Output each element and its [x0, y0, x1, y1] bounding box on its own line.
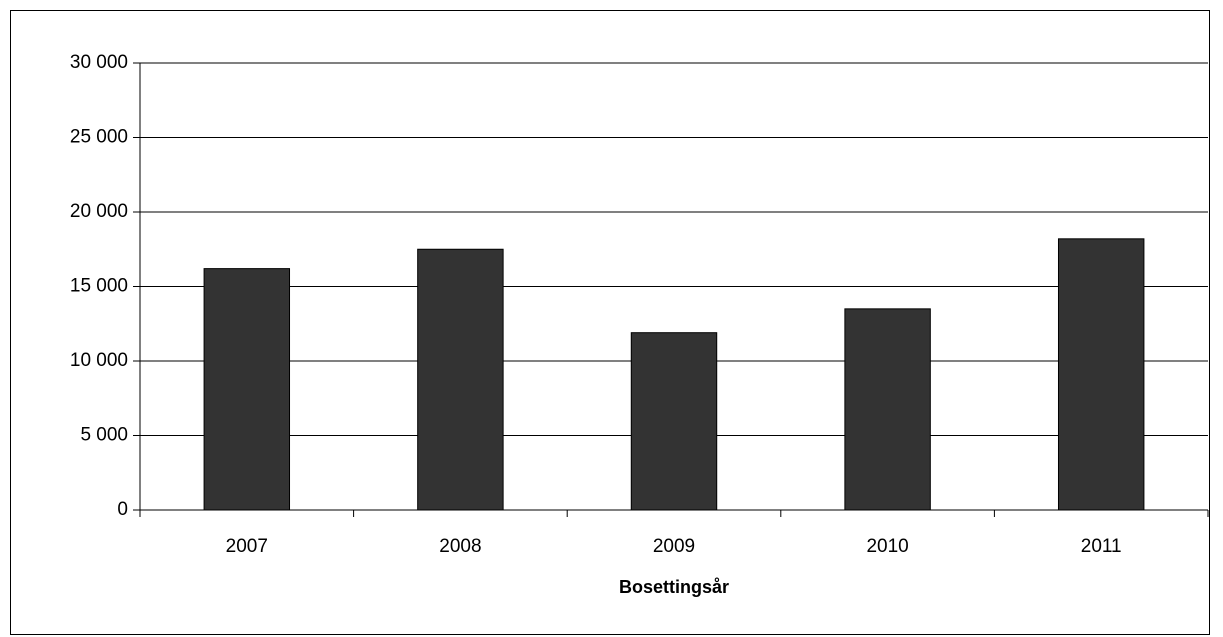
bar [630, 332, 718, 511]
y-tick-label: 10 000 [70, 350, 128, 371]
x-tick-label: 2010 [866, 536, 908, 557]
bar [1057, 238, 1145, 511]
x-tick-label: 2007 [226, 536, 268, 557]
y-tick-label: 30 000 [70, 52, 128, 73]
x-axis-title: Bosettingsår [619, 577, 729, 597]
bar [844, 308, 931, 511]
y-tick-label: 25 000 [70, 127, 128, 148]
bar [417, 248, 504, 511]
y-tick-label: 0 [117, 499, 128, 520]
chart-frame [10, 10, 1210, 635]
x-tick-label: 2011 [1081, 536, 1122, 557]
x-tick-label: 2009 [653, 536, 695, 557]
y-tick-label: 20 000 [70, 201, 128, 222]
y-tick-label: 15 000 [70, 276, 128, 297]
y-tick-label: 5 000 [80, 425, 128, 446]
x-tick-label: 2008 [439, 536, 481, 557]
bar [203, 268, 291, 511]
